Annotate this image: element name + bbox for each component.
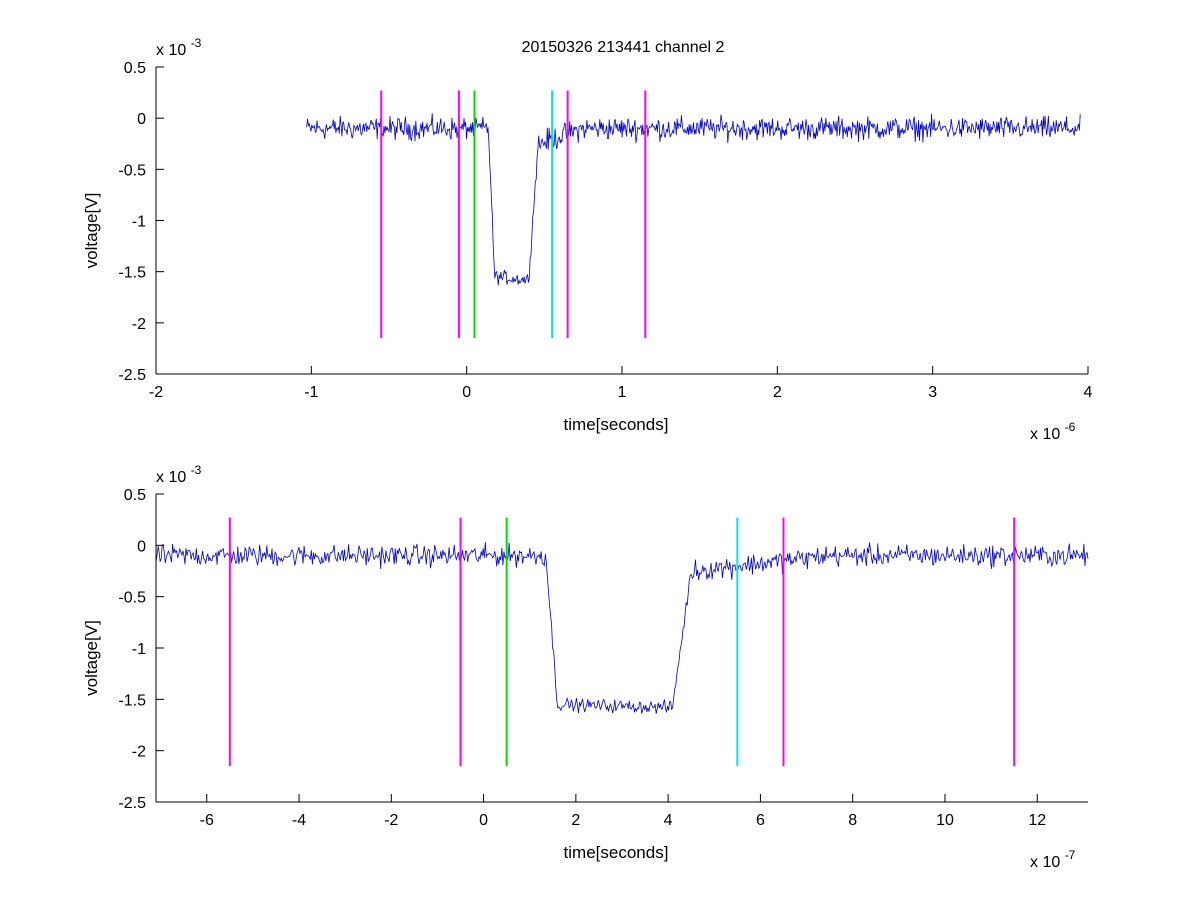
x-tick-label: 0 [479, 812, 488, 829]
x-tick-label: 10 [936, 812, 954, 829]
y-tick-label: 0 [137, 111, 146, 128]
y-exponent-label: x 10 -3 [156, 36, 202, 59]
y-tick-label: -0.5 [118, 162, 146, 179]
y-tick-label: -1 [132, 214, 146, 231]
x-tick-label: 8 [848, 812, 857, 829]
x-tick-label: 4 [1084, 384, 1093, 401]
y-tick-label: -1.5 [118, 265, 146, 282]
bottom-plot: -6 -4 -2 0 2 4 6 8 10 12 -2.5 -2 -1.5 -1 -0.5 0 0.5 time[… [82, 463, 1089, 871]
y-exponent-label: x 10 -3 [156, 463, 202, 486]
x-tick-label: 12 [1028, 812, 1046, 829]
y-tick-label: 0.5 [124, 60, 146, 77]
signal-trace [306, 113, 1081, 286]
x-tick-label: -2 [149, 384, 163, 401]
x-tick-label: 1 [618, 384, 627, 401]
y-tick-label: -0.5 [118, 590, 146, 607]
y-axis-label: voltage[V] [82, 620, 101, 696]
x-tick-label: -1 [304, 384, 318, 401]
y-tick-label: -2 [132, 744, 146, 761]
y-tick-label: 0.5 [124, 487, 146, 504]
figure-title: 20150326 213441 channel 2 [522, 39, 725, 56]
x-axis-label: time[seconds] [564, 415, 669, 434]
x-tick-label: 6 [756, 812, 765, 829]
x-tick-label: 3 [928, 384, 937, 401]
x-exponent-label: x 10 -7 [1030, 848, 1076, 871]
y-tick-label: -1 [132, 641, 146, 658]
y-tick-label: 0 [137, 538, 146, 555]
y-axis-label: voltage[V] [82, 193, 101, 269]
y-tick-label: -2 [132, 316, 146, 333]
x-tick-label: 2 [773, 384, 782, 401]
x-axis-label: time[seconds] [564, 843, 669, 862]
y-tick-label: -1.5 [118, 692, 146, 709]
x-tick-label: 0 [462, 384, 471, 401]
x-exponent-label: x 10 -6 [1030, 420, 1076, 443]
x-tick-label: 2 [571, 812, 580, 829]
x-tick-label: -4 [292, 812, 306, 829]
top-plot: -2 -1 0 1 2 3 4-2.5-2-1.5-1-0.500.5time[second… [82, 36, 1093, 443]
y-tick-label: -2.5 [118, 795, 146, 812]
x-tick-label: -2 [384, 812, 398, 829]
x-tick-label: 4 [664, 812, 673, 829]
y-tick-label: -2.5 [118, 367, 146, 384]
signal-trace [155, 542, 1089, 714]
x-tick-label: -6 [200, 812, 214, 829]
